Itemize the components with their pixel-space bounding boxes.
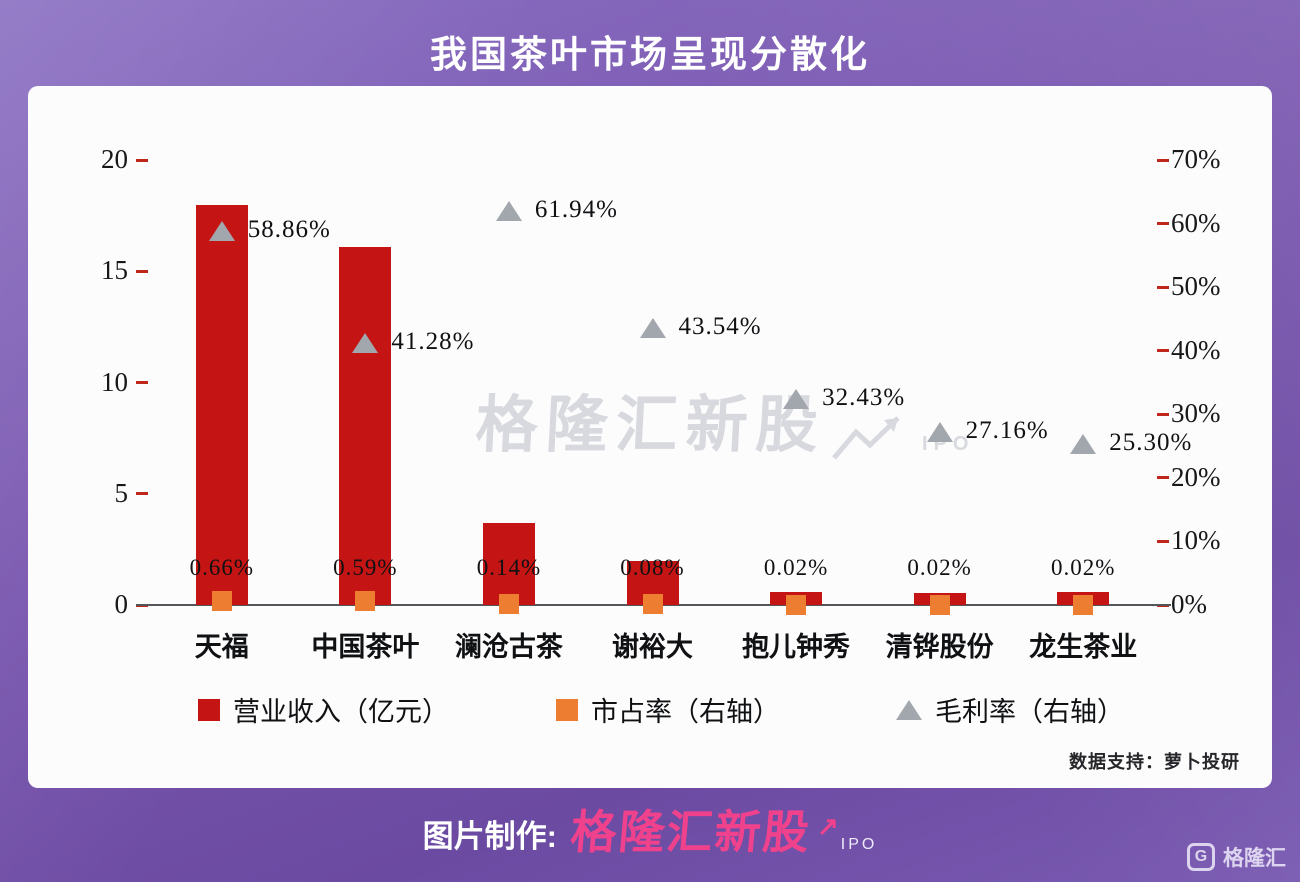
- left-axis-tick: [136, 158, 148, 162]
- right-axis-tick: [1157, 285, 1169, 289]
- legend: 营业收入（亿元） 市占率（右轴） 毛利率（右轴）: [28, 690, 1272, 729]
- footer-credit: 图片制作: 格隆汇新股 ↗ IPO: [0, 796, 1300, 862]
- right-axis-tick: [1157, 349, 1169, 353]
- right-axis-label: 0%: [1171, 589, 1207, 619]
- gross-margin-label: 61.94%: [534, 196, 618, 224]
- left-axis-label: 0: [114, 589, 129, 619]
- gross-margin-marker: [208, 220, 235, 241]
- footer-brand-ipo: IPO: [840, 836, 878, 853]
- legend-label-gross-margin: 毛利率（右轴）: [935, 697, 1124, 727]
- gross-margin-marker: [926, 422, 953, 443]
- right-axis-label: 70%: [1171, 144, 1221, 174]
- gray-triangle-icon: [896, 699, 922, 720]
- revenue-bar: [482, 522, 535, 605]
- watermark: 格隆汇新股 IPO: [474, 374, 974, 464]
- right-axis-label: 60%: [1171, 207, 1221, 238]
- market-share-label: 0.02%: [907, 555, 972, 580]
- market-share-marker: [929, 594, 950, 615]
- right-axis-tick: [1157, 539, 1169, 543]
- category-label: 抱儿钟秀: [742, 632, 851, 662]
- left-axis-tick: [136, 381, 148, 384]
- category-label: 澜沧古茶: [454, 632, 563, 662]
- market-share-marker: [786, 594, 807, 615]
- gross-margin-marker: [1070, 434, 1097, 455]
- right-axis-label: 40%: [1171, 334, 1221, 365]
- category-label: 清铧股份: [885, 632, 994, 662]
- revenue-bar: [339, 246, 392, 605]
- market-share-marker: [642, 594, 663, 615]
- page-title: 我国茶叶市场呈现分散化: [430, 34, 870, 75]
- footer-prefix: 图片制作:: [422, 819, 557, 854]
- orange-square-icon: [556, 698, 578, 721]
- gross-margin-marker: [495, 201, 522, 222]
- left-axis-label: 20: [101, 144, 128, 174]
- market-share-label: 0.02%: [763, 555, 829, 580]
- gross-margin-marker: [352, 332, 379, 353]
- right-axis-tick: [1157, 222, 1169, 226]
- market-share-marker: [1073, 594, 1094, 615]
- market-share-marker: [211, 590, 232, 611]
- legend-label-revenue: 营业收入（亿元）: [233, 697, 449, 727]
- category-label: 天福: [194, 632, 249, 662]
- left-axis-label: 5: [114, 477, 129, 508]
- data-source-note: 数据支持：萝卜投研: [1069, 752, 1240, 772]
- legend-item-gross-margin: 毛利率（右轴）: [896, 690, 1124, 729]
- legend-item-market-share: 市占率（右轴）: [556, 690, 780, 729]
- left-axis-tick: [136, 492, 148, 496]
- market-share-label: 0.14%: [476, 555, 542, 580]
- left-axis-label: 15: [101, 255, 128, 286]
- legend-item-revenue: 营业收入（亿元）: [198, 690, 449, 729]
- right-axis-tick: [1157, 476, 1169, 480]
- revenue-bar: [195, 204, 248, 605]
- market-share-marker: [355, 591, 376, 612]
- trend-line-icon: [832, 416, 900, 460]
- gross-margin-marker: [783, 388, 810, 409]
- g-logo-icon: G: [1187, 843, 1215, 871]
- left-axis-label: 10: [101, 366, 128, 397]
- red-square-icon: [198, 698, 220, 721]
- gross-margin-label: 25.30%: [1109, 429, 1193, 457]
- right-axis-tick: [1157, 158, 1169, 162]
- corner-logo-text: 格隆汇: [1223, 847, 1286, 870]
- market-share-label: 0.08%: [620, 555, 685, 580]
- up-arrow-icon: ↗: [816, 811, 839, 841]
- category-label: 谢裕大: [612, 632, 693, 662]
- footer-brand: 格隆汇新股: [568, 806, 813, 858]
- market-share-label: 0.59%: [333, 555, 398, 580]
- right-axis-label: 20%: [1171, 461, 1221, 492]
- corner-logo: G 格隆汇: [1187, 842, 1286, 872]
- right-axis-label: 30%: [1171, 398, 1221, 429]
- gross-margin-label: 41.28%: [391, 327, 475, 355]
- gross-margin-label: 27.16%: [965, 417, 1049, 445]
- market-share-label: 0.66%: [189, 555, 254, 580]
- right-axis-tick: [1157, 412, 1169, 416]
- chart-panel: 格隆汇新股 IPO 0 5 10 15 20 0% 10% 20% 30% 40% 50% 60% 70…: [28, 86, 1272, 788]
- market-share-label: 0.02%: [1050, 555, 1116, 580]
- gross-margin-marker: [639, 318, 666, 339]
- category-label: 中国茶叶: [311, 632, 420, 662]
- legend-label-market-share: 市占率（右轴）: [591, 697, 780, 727]
- combo-chart: 0 5 10 15 20 0% 10% 20% 30% 40% 50% 60% 70% 天福 中国茶叶 澜沧古…: [101, 144, 1221, 662]
- gross-margin-label: 58.86%: [247, 215, 331, 243]
- right-axis-label: 50%: [1171, 271, 1221, 302]
- gross-margin-label: 32.43%: [822, 383, 906, 411]
- left-axis-tick: [136, 269, 148, 273]
- category-label: 龙生茶业: [1029, 632, 1138, 662]
- market-share-marker: [498, 594, 519, 615]
- gross-margin-label: 43.54%: [678, 313, 762, 341]
- right-axis-label: 10%: [1171, 525, 1221, 556]
